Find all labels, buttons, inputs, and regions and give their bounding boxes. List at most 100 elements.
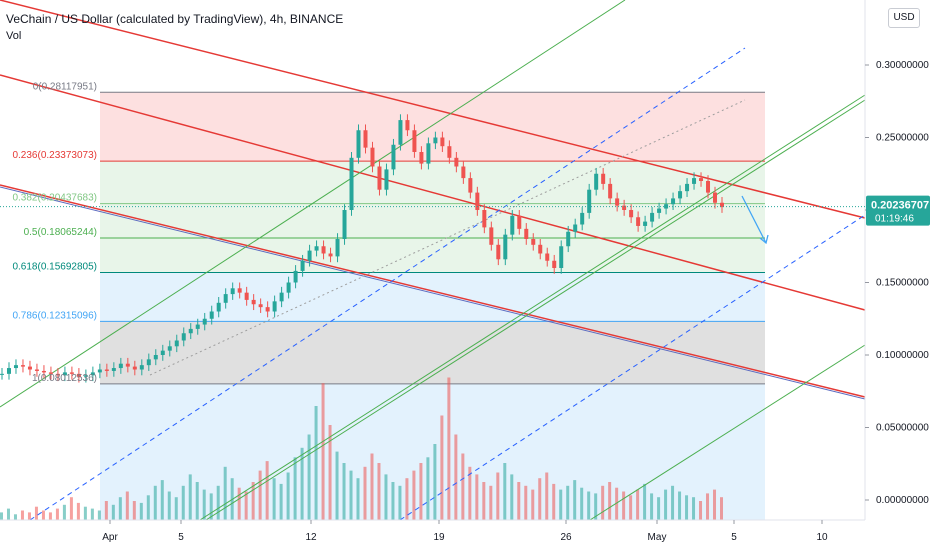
candle-body [223, 294, 228, 303]
last-price-badge: 0.20236707 01:19:46 [0, 195, 930, 226]
volume-bar [657, 497, 661, 520]
candle-body [643, 221, 648, 226]
volume-bar [398, 485, 402, 520]
candle-body [363, 130, 368, 148]
volume-bar [419, 463, 423, 520]
fib-level-label: 0.5(0.18065244) [24, 227, 97, 238]
volume-bar [132, 501, 136, 520]
candle-body [181, 333, 186, 341]
volume-bar [615, 487, 619, 520]
candle-body [482, 210, 487, 228]
fib-level-label: 1(0.08012536) [32, 373, 97, 384]
volume-bar [587, 491, 591, 520]
volume-bar [405, 478, 409, 520]
time-axis-label: Apr [102, 532, 118, 543]
candle-body [237, 288, 242, 293]
price-axis-label: 0.30000000 [876, 60, 929, 71]
green-channel-lower [589, 344, 866, 521]
candle-body [139, 365, 144, 370]
candle-body [531, 239, 536, 245]
candle-body [34, 369, 39, 371]
candle-body [391, 144, 396, 170]
volume-bar [153, 485, 157, 520]
candle-body [6, 368, 11, 374]
candle-body [293, 270, 298, 283]
candle-body [286, 282, 291, 293]
candle-body [160, 350, 165, 355]
volume-bar [664, 489, 668, 520]
projection-arrow-head [759, 234, 769, 245]
volume-bar [447, 377, 451, 520]
volume-bar [41, 510, 45, 520]
candle-body [699, 178, 704, 181]
candle-body [594, 173, 599, 190]
volume-bar [489, 485, 493, 520]
volume-bar [335, 451, 339, 520]
green-channel-mid [199, 94, 866, 521]
volume-bar [356, 478, 360, 520]
volume-bar [97, 510, 101, 520]
candle-body [685, 183, 690, 192]
fibonacci-zones [100, 91, 765, 520]
volume-bar [538, 478, 542, 520]
currency-button[interactable]: USD [888, 8, 920, 28]
candle-body [13, 365, 18, 369]
volume-bar [34, 506, 38, 520]
candle-body [90, 372, 95, 376]
volume-bar [552, 483, 556, 520]
volume-bar [272, 478, 276, 520]
candle-body [538, 244, 543, 254]
price-axis-label: 0.05000000 [876, 423, 929, 434]
candle-body [62, 372, 67, 376]
volume-bar [566, 485, 570, 520]
volume-bar [573, 480, 577, 520]
volume-bar [20, 510, 24, 520]
volume-bar [125, 491, 129, 520]
candle-body [335, 239, 340, 257]
volume-bar [531, 489, 535, 520]
grey-dot-line [149, 99, 746, 376]
fib-level-label: 0(0.28117951) [33, 81, 97, 92]
price-axis-label: 0.25000000 [876, 133, 929, 144]
candle-body [566, 231, 571, 247]
price-axis[interactable]: 0.300000000.250000000.200000000.15000000… [864, 0, 929, 520]
price-badge-countdown: 01:19:46 [875, 214, 914, 225]
volume-bar [13, 514, 17, 520]
fib-level-label: 0.236(0.23373073) [12, 150, 97, 161]
price-axis-label: 0.00000000 [876, 495, 929, 506]
candle-body [202, 318, 207, 325]
candle-body [41, 370, 46, 373]
volume-bar [139, 502, 143, 520]
projection-arrow [741, 195, 767, 244]
candle-body [440, 137, 445, 147]
candle-body [48, 372, 53, 374]
candle-body [629, 210, 634, 218]
candle-body [272, 301, 277, 312]
volume-bar [48, 512, 52, 520]
volume-bar [636, 489, 640, 520]
candle-body [587, 189, 592, 213]
volume-bar [258, 470, 262, 520]
candle-body [97, 369, 102, 373]
volume-bar [545, 472, 549, 520]
volume-bar [720, 497, 723, 520]
volume-bar [167, 491, 171, 520]
volume-bar [454, 434, 458, 520]
time-axis[interactable]: Apr 5 12 19 26 May 5 10 [0, 519, 865, 543]
volume-bar [307, 434, 311, 520]
candle-body [20, 365, 25, 367]
volume-bar [370, 453, 374, 520]
volume-bar [174, 497, 178, 520]
volume-bar [503, 463, 507, 520]
candle-body [69, 372, 74, 374]
volume-label: Vol [6, 30, 22, 42]
green-channel-upper [0, 0, 626, 408]
candle-body [307, 250, 312, 261]
candle-body [83, 375, 88, 377]
volume-bar [314, 406, 318, 520]
candle-body [468, 178, 473, 193]
volume-bar [279, 483, 283, 520]
volume-bar [300, 447, 304, 520]
candle-body [692, 178, 697, 184]
